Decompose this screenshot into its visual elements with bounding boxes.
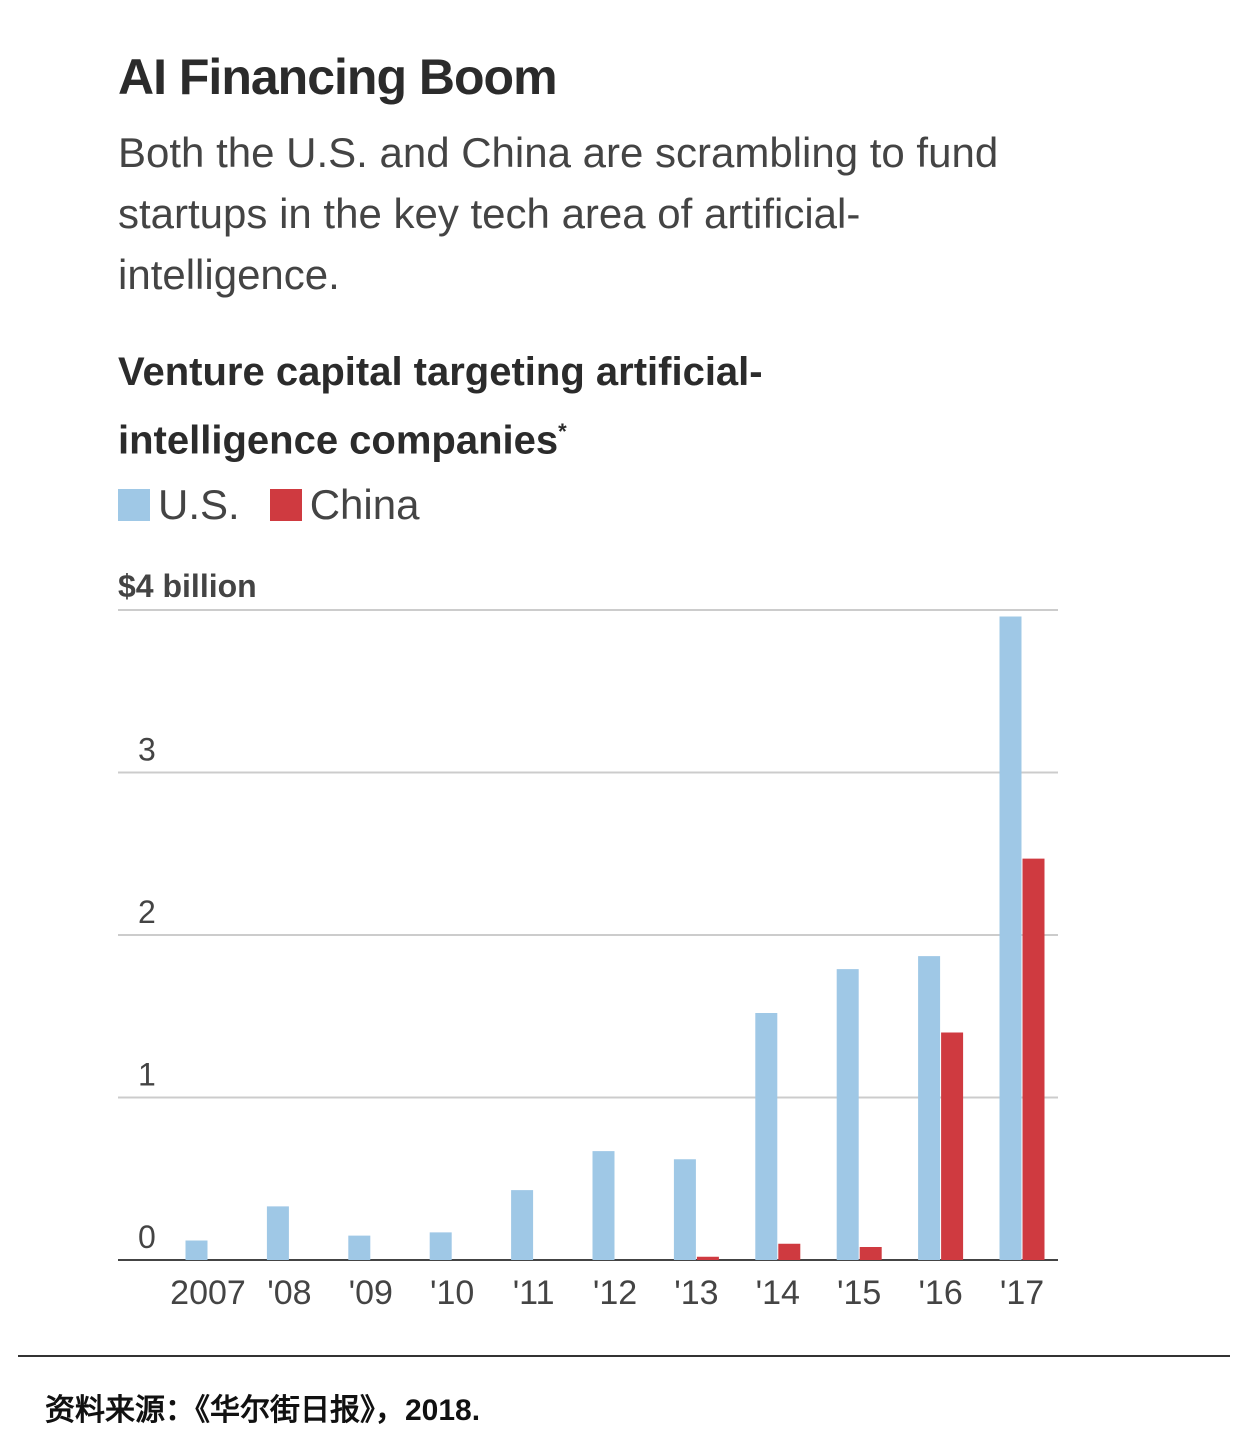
bar-us-11 (511, 1190, 534, 1260)
legend-item-china: China (269, 481, 420, 529)
x-tick-labels: 2007 '08 '09 '10 '11 '12 '13 '14 '15 '16 '17 (170, 1274, 1044, 1312)
x-tick-label-2007: 2007 (170, 1274, 246, 1312)
x-tick-label-15: '15 (837, 1274, 881, 1312)
legend-swatch-us (118, 489, 150, 521)
bar-us-14 (755, 1013, 778, 1260)
legend-swatch-china (269, 489, 302, 521)
y-tick-label-1: 1 (138, 1057, 156, 1093)
legend-label-us: U.S. (158, 481, 240, 528)
bar-china-14 (778, 1243, 801, 1260)
bar-us-15 (836, 969, 859, 1260)
bar-china-17 (1022, 858, 1045, 1260)
bar-us-13 (673, 1159, 696, 1260)
x-tick-label-08: '08 (267, 1274, 311, 1312)
bar-us-16 (918, 956, 941, 1260)
chart-heading-text: Venture capital targeting artificial-int… (118, 350, 763, 463)
bar-us-2007 (185, 1240, 208, 1260)
x-tick-label-13: '13 (674, 1274, 718, 1312)
bar-china-16 (941, 1032, 964, 1260)
x-tick-label-11: '11 (513, 1274, 555, 1312)
x-tick-label-10: '10 (430, 1274, 474, 1312)
grid-lines (118, 609, 1058, 1261)
bar-us-17 (999, 616, 1022, 1260)
x-tick-label-12: '12 (593, 1274, 637, 1312)
chart-title-main: AI Financing Boom (118, 49, 558, 105)
y-tick-labels: 0 1 2 3 (138, 732, 156, 1256)
chart-heading: Venture capital targeting artificial-int… (118, 342, 918, 470)
bar-us-08 (266, 1206, 289, 1260)
bars (185, 616, 1045, 1260)
y-axis-unit-label: $4 billion (118, 568, 257, 604)
bar-us-09 (348, 1235, 371, 1260)
footer-divider (18, 1355, 1230, 1357)
bar-us-10 (429, 1232, 452, 1260)
source-note: 资料来源：《华尔街日报》，2018. (45, 1394, 481, 1427)
legend: U.S. China (118, 478, 449, 532)
bar-china-13 (696, 1256, 719, 1260)
bar-us-12 (592, 1151, 615, 1260)
y-tick-label-2: 2 (138, 894, 156, 930)
bar-chart: $4 billion 0 1 2 3 2007 '08 '09 '10 '11 '12 '13 '1… (118, 568, 1058, 1312)
y-tick-label-3: 3 (138, 732, 156, 768)
x-tick-label-16: '16 (918, 1274, 962, 1312)
chart-heading-footnote-marker: * (558, 419, 567, 444)
legend-label-china: China (309, 481, 420, 528)
x-tick-label-14: '14 (756, 1274, 800, 1312)
chart-subtitle: Both the U.S. and China are scrambling t… (118, 129, 999, 298)
y-tick-label-0: 0 (138, 1219, 156, 1255)
x-tick-label-17: '17 (1000, 1274, 1044, 1312)
x-tick-label-09: '09 (349, 1274, 393, 1312)
legend-item-us: U.S. (118, 481, 240, 529)
bar-china-15 (859, 1247, 882, 1260)
